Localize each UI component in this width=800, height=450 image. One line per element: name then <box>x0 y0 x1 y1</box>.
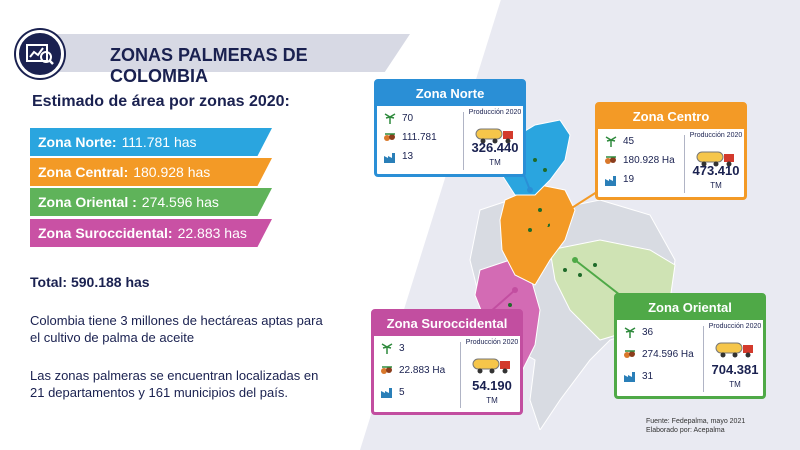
zone-card-suroccidental: Zona Suroccidental 3 22.883 Ha 5 Producc… <box>371 309 523 415</box>
plants-stat: 19 <box>604 174 634 186</box>
production-value: 54.190 <box>472 378 512 393</box>
mills-stat: 36 <box>623 326 653 338</box>
palm-fruit-icon <box>624 350 635 358</box>
production-unit: TM <box>486 396 498 405</box>
factory-icon <box>624 372 635 382</box>
stat-value: 19 <box>623 174 635 186</box>
tanker-truck-icon <box>715 342 753 358</box>
zone-card-oriental: Zona Oriental 36 274.596 Ha 31 Producció… <box>614 293 766 399</box>
mills-stat: 45 <box>604 135 634 147</box>
info-paragraph-2: Las zonas palmeras se encuentran localiz… <box>30 368 319 400</box>
stat-value: 13 <box>402 151 414 163</box>
production-label: Producción 2020 <box>468 109 522 116</box>
zone-name: Zona Suroccidental: <box>38 225 173 241</box>
zone-bar-suroccidental: Zona Suroccidental: 22.883 has <box>30 219 272 247</box>
stat-value: 36 <box>642 326 654 338</box>
stat-value: 3 <box>399 342 405 354</box>
production-label: Producción 2020 <box>708 323 762 330</box>
tanker-truck-icon <box>472 358 510 374</box>
production-label: Producción 2020 <box>465 339 519 346</box>
stat-value: 180.928 Ha <box>623 154 675 166</box>
plants-stat: 13 <box>383 151 413 163</box>
card-divider <box>463 112 464 170</box>
title-bar <box>50 34 410 72</box>
card-divider <box>684 135 685 193</box>
palm-tree-icon <box>605 136 617 147</box>
zone-value: 22.883 has <box>177 225 247 241</box>
stat-value: 70 <box>402 112 414 124</box>
area-stat: 111.781 <box>383 131 437 143</box>
info-paragraph-1: Colombia tiene 3 millones de hectáreas a… <box>30 313 323 345</box>
area-stat: 22.883 Ha <box>380 364 445 376</box>
zone-name: Zona Oriental : <box>38 194 137 210</box>
production-label: Producción 2020 <box>689 132 743 139</box>
zone-card-norte: Zona Norte 70 111.781 13 Producción 2020… <box>374 79 526 177</box>
area-stat: 180.928 Ha <box>604 154 675 166</box>
stat-value: 31 <box>642 370 654 382</box>
zone-card-centro: Zona Centro 45 180.928 Ha 19 Producción … <box>595 102 747 200</box>
analytics-icon <box>16 30 64 78</box>
card-title: Zona Suroccidental <box>374 312 520 336</box>
subtitle: Estimado de área por zonas 2020: <box>32 93 290 110</box>
production-value: 473.410 <box>692 163 740 178</box>
zone-bar-norte: Zona Norte: 111.781 has <box>30 128 272 156</box>
production-unit: TM <box>710 181 722 190</box>
production-unit: TM <box>729 380 741 389</box>
production-value: 326.440 <box>471 140 519 155</box>
source-note: Fuente: Fedepalma, mayo 2021 Elaborado p… <box>646 417 745 435</box>
plants-stat: 31 <box>623 370 653 382</box>
zone-name: Zona Norte: <box>38 134 117 150</box>
zone-value: 180.928 has <box>133 164 211 180</box>
zone-value: 111.781 has <box>121 134 197 150</box>
palm-fruit-icon <box>605 156 616 165</box>
zone-bar-central: Zona Central: 180.928 has <box>30 158 272 186</box>
card-title: Zona Norte <box>377 82 523 106</box>
stat-value: 274.596 Ha <box>642 348 694 360</box>
plants-stat: 5 <box>380 386 405 398</box>
factory-icon <box>384 152 395 163</box>
production-unit: TM <box>489 158 501 167</box>
card-title: Zona Centro <box>598 105 744 129</box>
card-divider <box>703 326 704 392</box>
zone-bar-oriental: Zona Oriental :274.596 has <box>30 188 272 216</box>
stat-value: 111.781 <box>402 131 437 143</box>
card-divider <box>460 342 461 408</box>
source-text: Fuente: Fedepalma, mayo 2021 <box>646 418 746 425</box>
stat-value: 5 <box>399 386 405 398</box>
mills-stat: 70 <box>383 112 413 124</box>
card-title: Zona Oriental <box>617 296 763 320</box>
factory-icon <box>381 388 392 398</box>
mills-stat: 3 <box>380 342 405 354</box>
stat-value: 45 <box>623 135 635 147</box>
tanker-truck-icon <box>696 151 734 167</box>
palm-fruit-icon <box>384 133 395 142</box>
author-text: Elaborado por: Acepalma <box>646 427 725 434</box>
stat-value: 22.883 Ha <box>399 364 446 376</box>
palm-fruit-icon <box>381 366 392 374</box>
total-area: Total: 590.188 has <box>30 274 150 290</box>
factory-icon <box>605 175 616 186</box>
tanker-truck-icon <box>475 128 513 144</box>
palm-tree-icon <box>384 113 396 124</box>
zone-value: 274.596 has <box>141 194 219 210</box>
palm-tree-icon <box>624 327 636 338</box>
area-stat: 274.596 Ha <box>623 348 694 360</box>
zone-name: Zona Central: <box>38 164 129 180</box>
page-title: ZONAS PALMERAS DE COLOMBIA <box>110 45 308 86</box>
title-band: ZONAS PALMERAS DE COLOMBIA <box>10 30 410 86</box>
palm-tree-icon <box>381 343 393 354</box>
production-value: 704.381 <box>711 362 759 377</box>
